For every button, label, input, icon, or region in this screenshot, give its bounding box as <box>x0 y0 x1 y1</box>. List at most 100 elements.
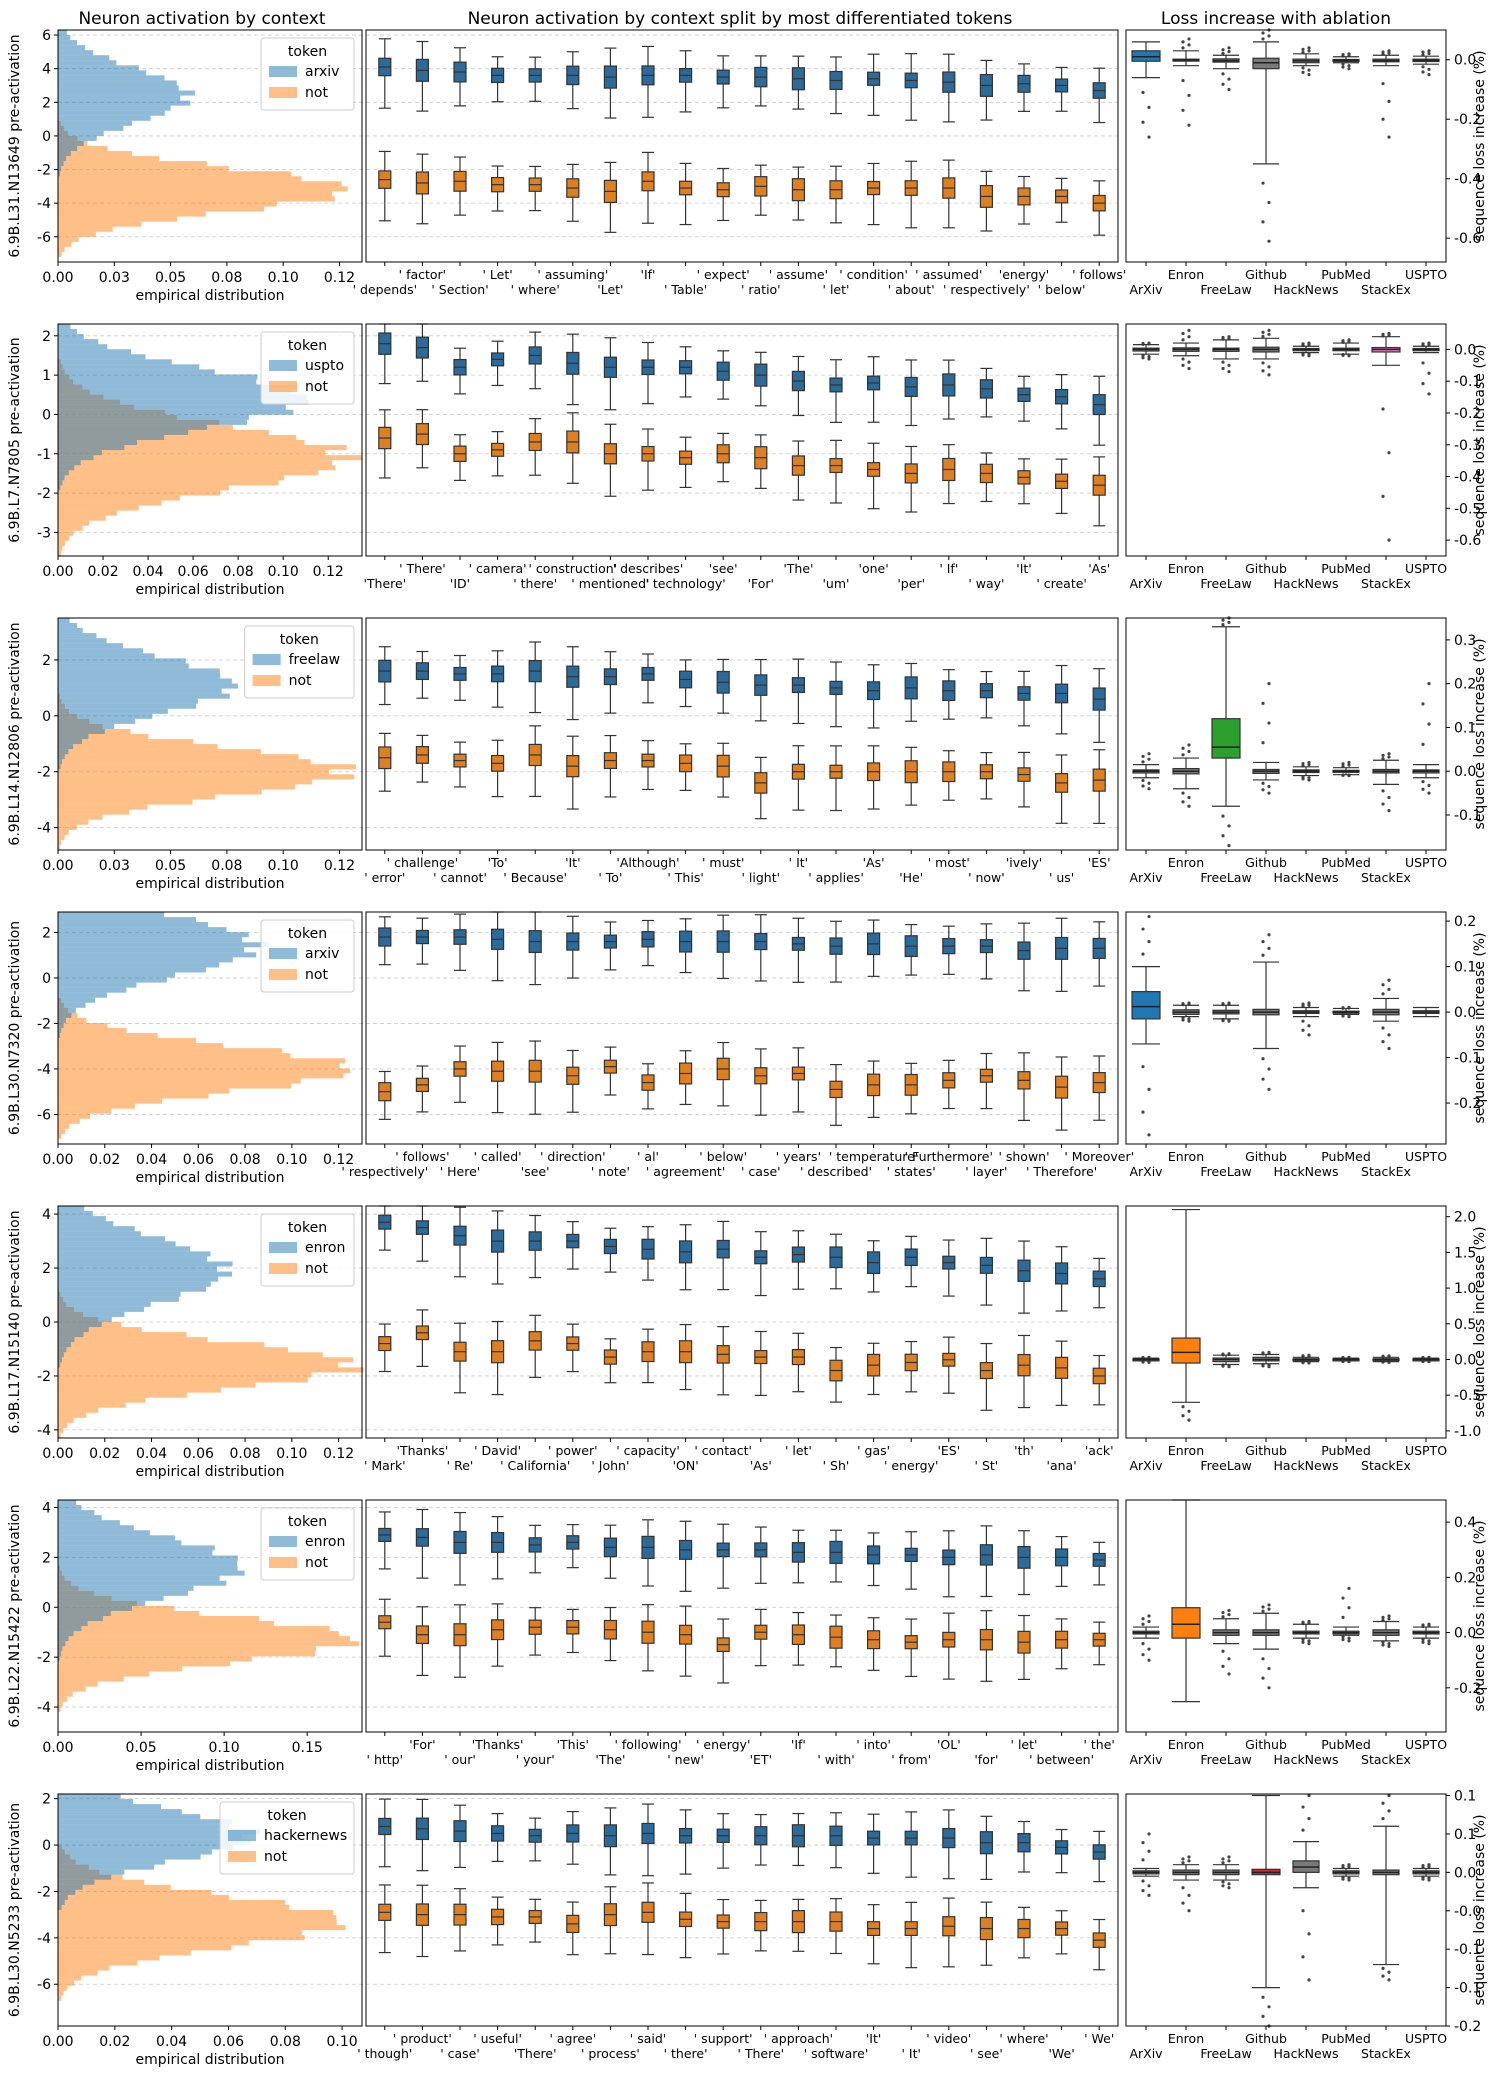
hist-bar-in <box>58 120 132 126</box>
loss-xtick-label: PubMed <box>1321 1443 1371 1458</box>
hist-ytick-label: -2 <box>37 486 51 502</box>
loss-panel: ArXiv EnronFreeLawGithubHackNewsPubMedSta… <box>1125 911 1488 1179</box>
hist-xtick-label: 0.10 <box>276 1446 307 1462</box>
title-loss: Loss increase with ablation <box>1161 9 1391 29</box>
hist-bar-in <box>58 952 257 958</box>
loss-flier <box>1421 780 1425 784</box>
loss-xtick-label: Github <box>1245 855 1287 870</box>
token-label: ' capacity' <box>616 1443 680 1458</box>
hist-bar-out <box>58 1965 110 1971</box>
hist-bar-in <box>58 937 243 943</box>
hist-bar-in <box>58 1033 61 1039</box>
token-label: ' We' <box>1084 2031 1114 2046</box>
hist-bar-in <box>58 1894 68 1900</box>
loss-panel: ArXiv EnronFreeLawGithubHackNewsPubMedSta… <box>1125 1789 1488 2061</box>
hist-bar-in <box>58 1012 72 1018</box>
loss-frame <box>1125 1793 1447 2027</box>
loss-xtick-label: ArXiv <box>1129 576 1163 591</box>
row-6.9B.L31.N13649: -6 -4 -2 0 2 4 6 0.00 0.03 0.05 0.08 0.10 0.12 empiri… <box>7 28 1488 304</box>
loss-xtick-label: USPTO <box>1405 855 1447 870</box>
hist-bar-in <box>58 1266 217 1272</box>
hist-xtick-label: 0.05 <box>125 1740 156 1756</box>
loss-ytick-label: 0.3 <box>1454 633 1476 649</box>
loss-xtick-label: Enron <box>1168 1149 1204 1164</box>
token-label: ' http' <box>367 1752 404 1767</box>
hist-ytick-label: -3 <box>37 525 51 541</box>
loss-flier <box>1187 37 1191 41</box>
loss-flier <box>1227 1855 1231 1859</box>
token-frame <box>365 1205 1119 1439</box>
legend-swatch <box>252 675 281 686</box>
loss-flier <box>1267 784 1271 789</box>
token-label: ' assumed' <box>915 267 982 282</box>
hist-bar-in <box>58 460 81 466</box>
token-frame <box>365 1499 1119 1733</box>
token-label: ' Let' <box>483 267 513 282</box>
hist-bar-in <box>58 1357 62 1363</box>
loss-flier <box>1261 1605 1265 1609</box>
loss-flier <box>1187 795 1191 800</box>
legend-swatch <box>269 1242 297 1253</box>
loss-flier <box>1387 538 1391 542</box>
hist-bar-in <box>58 1022 64 1028</box>
loss-flier <box>1421 381 1425 386</box>
hist-frame <box>57 323 363 557</box>
token-label: 'Thanks' <box>397 1443 449 1458</box>
hist-bar-in <box>58 414 249 420</box>
token-label: ' This' <box>667 870 703 885</box>
loss-flier <box>1387 755 1391 759</box>
hist-xlabel: empirical distribution <box>135 876 284 892</box>
loss-flier <box>1267 791 1271 795</box>
loss-ytick-label: -0.2 <box>1454 406 1481 422</box>
hist-bar-out <box>58 799 193 805</box>
row-6.9B.L30.N5233: -6 -4 -2 0 2 0.00 0.02 0.04 0.06 0.08 0.10 empirica… <box>7 1789 1488 2068</box>
hist-bar-out <box>58 211 206 217</box>
hist-xtick-label: 0.00 <box>42 270 73 286</box>
hist-bar-out <box>58 1930 303 1936</box>
token-label: ' depends' <box>353 282 417 297</box>
hist-bar-out <box>58 834 65 840</box>
loss-flier <box>1227 363 1231 367</box>
hist-xtick-label: 0.12 <box>324 858 355 874</box>
hist-bar-in <box>58 1540 182 1546</box>
loss-flier <box>1341 1596 1345 1600</box>
token-label: ' factor' <box>399 267 446 282</box>
loss-flier <box>1381 1026 1385 1030</box>
hist-bar-in <box>58 445 125 451</box>
hist-bar-out <box>58 809 130 815</box>
loss-flier <box>1347 1636 1351 1640</box>
hist-bar-in <box>58 1600 146 1606</box>
hist-xtick-label: 0.08 <box>211 270 242 286</box>
token-label: 'Thanks' <box>472 1737 524 1752</box>
loss-frame <box>1125 1499 1447 1733</box>
token-label: ' support' <box>694 2031 753 2046</box>
hist-frame <box>57 617 363 851</box>
loss-flier <box>1181 746 1185 750</box>
hist-panel: -6 -4 -2 0 2 4 6 0.00 0.03 0.05 0.08 0.10 0.12 empiri… <box>7 28 1118 304</box>
token-label: 'As' <box>863 855 885 870</box>
loss-ytick-label: 0.2 <box>1454 914 1476 930</box>
legend-title: token <box>288 1514 327 1530</box>
hist-bar-in <box>58 1281 211 1287</box>
loss-xtick-label: FreeLaw <box>1200 1164 1251 1179</box>
loss-flier <box>1141 778 1145 783</box>
loss-flier <box>1181 1857 1185 1861</box>
loss-xtick-label: ArXiv <box>1129 870 1163 885</box>
hist-frame <box>57 1793 363 2027</box>
loss-flier <box>1427 682 1431 686</box>
legend-swatch <box>269 66 297 77</box>
hist-bar-out <box>58 1412 87 1418</box>
loss-flier <box>1421 1640 1425 1644</box>
hist-bar-in <box>58 962 220 968</box>
loss-flier <box>1221 1364 1225 1368</box>
loss-flier <box>1381 1040 1385 1044</box>
loss-frame <box>1125 323 1447 557</box>
loss-flier <box>1147 357 1151 361</box>
token-label: 'ES' <box>937 1443 960 1458</box>
hist-xtick-label: 0.04 <box>132 564 163 580</box>
hist-xtick-label: 0.08 <box>270 2034 301 2050</box>
hist-bar-out <box>58 1352 323 1358</box>
loss-ytick-label: 0.4 <box>1454 1515 1476 1531</box>
legend-swatch <box>228 1851 256 1862</box>
hist-bar-in <box>58 1261 233 1267</box>
